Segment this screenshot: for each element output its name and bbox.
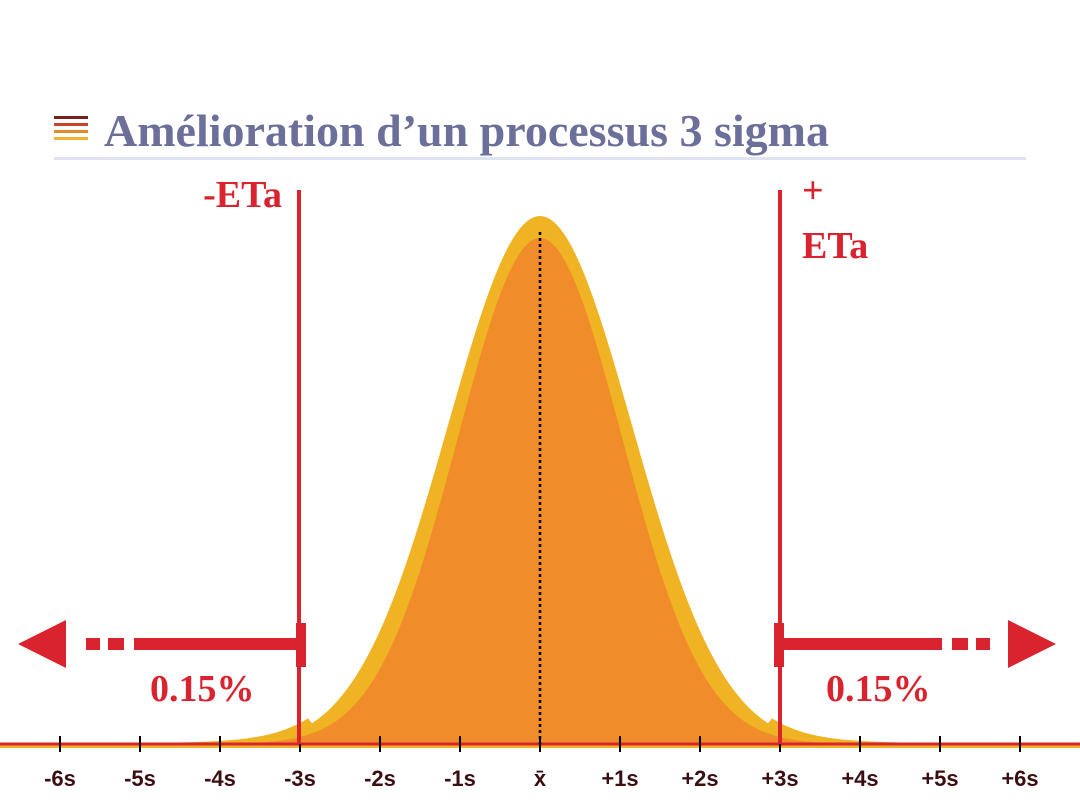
lines-icon: [54, 116, 88, 148]
lower-limit-label: -ETa: [203, 174, 282, 216]
right-tail-arrow: [774, 620, 1056, 668]
upper-limit-label-plus: +: [802, 170, 824, 212]
tick-label: -4s: [204, 766, 236, 791]
tick-label: +5s: [921, 766, 958, 791]
tick-label: +2s: [681, 766, 718, 791]
title-underline: [54, 157, 1026, 160]
tick-label: -3s: [284, 766, 316, 791]
tick-label: -5s: [124, 766, 156, 791]
tick-label: -6s: [44, 766, 76, 791]
left-tail-arrow: [18, 620, 306, 668]
tick-label: +3s: [761, 766, 798, 791]
tick-label: x̄: [534, 766, 547, 791]
tick-label: +6s: [1001, 766, 1038, 791]
tick-label: +1s: [601, 766, 638, 791]
tick-label: -2s: [364, 766, 396, 791]
page-title: Amélioration d’un processus 3 sigma: [104, 105, 829, 156]
tick-label: -1s: [444, 766, 476, 791]
tick-label: +4s: [841, 766, 878, 791]
left-tail-percent: 0.15%: [150, 668, 255, 710]
title-bar: Amélioration d’un processus 3 sigma: [54, 104, 1026, 164]
upper-limit-label: ETa: [802, 225, 868, 267]
right-tail-percent: 0.15%: [826, 668, 931, 710]
